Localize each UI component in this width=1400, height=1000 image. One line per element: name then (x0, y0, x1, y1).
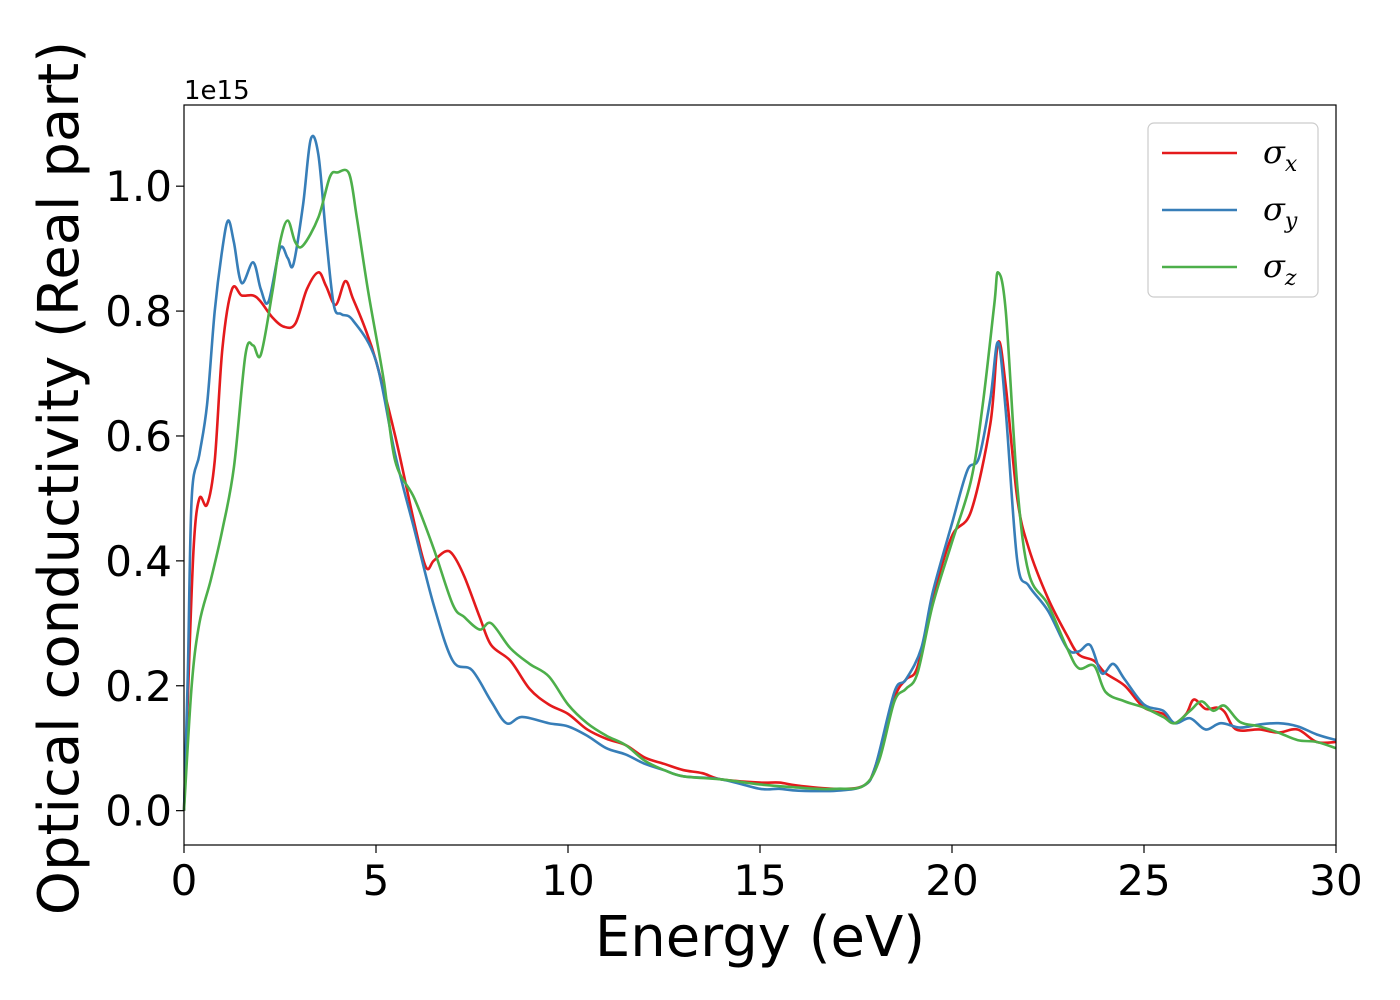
y-axis-offset-label: 1e15 (184, 76, 250, 106)
y-tick-label: 0.2 (105, 662, 172, 711)
x-tick-label: 25 (1117, 856, 1170, 905)
y-tick-label: 0.8 (105, 287, 172, 336)
series-line-sigma-z (182, 168, 1337, 811)
y-tick-label: 0.4 (105, 537, 172, 586)
x-tick-label: 15 (733, 856, 786, 905)
legend-label-sigma-x: σx (1263, 133, 1298, 177)
y-axis: 0.0 0.2 0.4 0.6 0.8 1.0 (105, 162, 184, 836)
y-tick-label: 0.6 (105, 412, 172, 461)
x-tick-label: 0 (171, 856, 198, 905)
y-tick-label: 1.0 (105, 162, 172, 211)
x-tick-label: 20 (925, 856, 978, 905)
y-axis-label: Optical conductivity (Real part) (27, 41, 92, 915)
x-tick-label: 10 (541, 856, 594, 905)
legend-label-sigma-y: σy (1263, 190, 1298, 234)
series-layer (182, 134, 1337, 811)
x-tick-label: 30 (1309, 856, 1362, 905)
x-tick-label: 5 (363, 856, 390, 905)
series-line-sigma-x (182, 271, 1337, 811)
legend: σx σy σz (1147, 122, 1319, 298)
legend-label-sigma-z: σz (1263, 247, 1297, 291)
x-axis: 0 5 10 15 20 25 30 (171, 845, 1363, 905)
y-tick-label: 0.0 (105, 787, 172, 836)
x-axis-label: Energy (eV) (595, 905, 925, 970)
